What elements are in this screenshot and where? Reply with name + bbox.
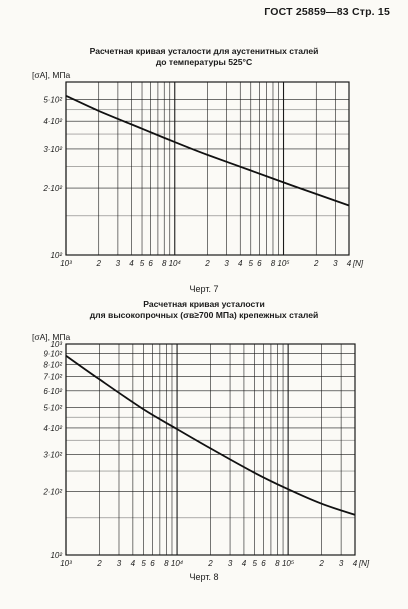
y-tick-label: 9·10² [43,350,62,359]
y-tick-label: 10³ [50,340,62,349]
y-tick-label: 10² [50,551,62,560]
x-tick-label: 3 [228,559,233,568]
y-tick-label: 3·10² [43,145,62,154]
y-axis-label: [σA], МПа [32,70,71,80]
fatigue-chart-1: 10³ 2 3 4 5 6 8 10⁴ 2 3 4 5 6 8 10⁵ 2 3 4 [N]10²2·10²3·10²… [32,70,364,268]
x-tick-label: 8 [162,259,167,268]
y-tick-label: 10² [50,251,62,260]
x-tick-label: 5 [141,559,146,568]
x-tick-label: 6 [150,559,155,568]
chart-1-caption: Черт. 7 [189,284,219,294]
x-tick-label: 10⁵ [282,559,295,568]
x-tick-label: 8 [275,559,280,568]
x-axis-label: [N] [358,559,370,568]
chart-1-title-line-2: до температуры 525°C [155,57,253,67]
x-tick-label: 2 [313,259,319,268]
chart-1-title-line-1: Расчетная кривая усталости для аустенитн… [89,46,319,56]
x-tick-label: 3 [339,559,344,568]
chart-2-title: Расчетная кривая усталости для высокопро… [0,299,408,321]
y-tick-label: 5·10² [43,404,62,413]
x-tick-label: 5 [249,259,254,268]
y-tick-label: 4·10² [43,117,62,126]
x-tick-label: 2 [96,259,102,268]
y-tick-label: 6·10² [43,387,62,396]
x-tick-label: 6 [148,259,153,268]
x-tick-label: 3 [224,259,229,268]
x-tick-label: 10⁴ [171,559,184,568]
chart-2-caption: Черт. 8 [189,572,219,582]
x-tick-label: 8 [164,559,169,568]
x-tick-label: 6 [261,559,266,568]
x-tick-label: 2 [204,259,210,268]
fatigue-curve-line [65,94,350,207]
x-tick-label: 3 [333,259,338,268]
y-tick-label: 4·10² [43,424,62,433]
x-tick-label: 8 [271,259,276,268]
x-tick-label: 4 [242,559,247,568]
y-tick-label: 7·10² [43,373,62,382]
x-tick-label: 10³ [60,559,72,568]
fatigue-curve-line [65,354,356,516]
y-tick-label: 5·10² [43,96,62,105]
x-tick-label: 2 [207,559,213,568]
plot-frame [65,81,350,256]
y-tick-label: 3·10² [43,450,62,459]
page-header: ГОСТ 25859—83 Стр. 15 [264,6,390,18]
y-tick-label: 2·10² [42,184,62,193]
x-tick-label: 10³ [60,259,72,268]
x-tick-label: 4 [238,259,243,268]
y-tick-label: 8·10² [43,360,62,369]
x-tick-label: 6 [257,259,262,268]
x-tick-label: 5 [140,259,145,268]
x-tick-label: 4 [347,259,352,268]
x-tick-label: 3 [116,259,121,268]
x-tick-label: 2 [318,559,324,568]
x-tick-label: 4 [353,559,358,568]
plot-frame [65,343,356,556]
x-tick-label: 4 [131,559,136,568]
x-tick-label: 10⁵ [277,259,290,268]
x-tick-label: 4 [129,259,134,268]
chart-2-title-line-2: для высокопрочных (σв≥700 МПа) крепежных… [89,310,319,320]
x-tick-label: 10⁴ [169,259,182,268]
x-tick-label: 2 [96,559,102,568]
x-tick-label: 3 [117,559,122,568]
y-axis-label: [σA], МПа [32,332,71,342]
y-tick-label: 2·10² [42,487,62,496]
x-tick-label: 5 [252,559,257,568]
chart-2-title-line-1: Расчетная кривая усталости [143,299,265,309]
chart-1-title: Расчетная кривая усталости для аустенитн… [0,46,408,68]
x-axis-label: [N] [352,259,364,268]
